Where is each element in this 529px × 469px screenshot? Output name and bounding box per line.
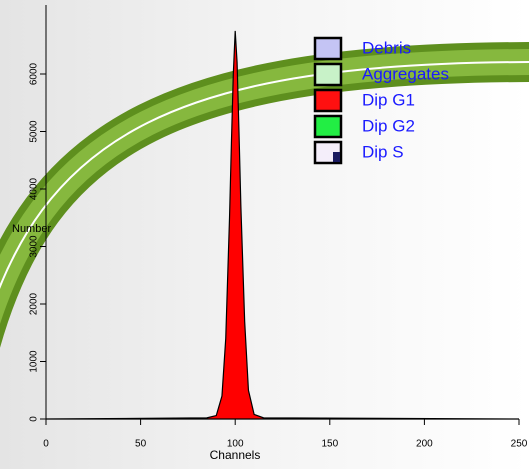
legend-label: Dip G2 xyxy=(362,116,415,135)
x-axis-label: Channels xyxy=(210,448,261,462)
x-tick-label: 50 xyxy=(135,439,147,450)
y-tick-label: 6000 xyxy=(29,62,40,85)
legend-label: Debris xyxy=(362,38,411,57)
decoration xyxy=(0,42,529,348)
legend-swatch-corner xyxy=(333,152,340,162)
y-tick-label: 4000 xyxy=(29,177,40,200)
legend-label: Dip S xyxy=(362,142,404,161)
legend-swatch xyxy=(313,36,343,61)
x-tick-label: 100 xyxy=(227,439,244,450)
y-tick-label: 2000 xyxy=(29,292,40,315)
y-tick-label: 5000 xyxy=(29,120,40,143)
x-tick-label: 200 xyxy=(416,439,433,450)
y-axis-label: Number xyxy=(12,223,51,235)
y-tick-label: 0 xyxy=(29,416,40,422)
legend-label: Dip G1 xyxy=(362,90,415,109)
legend-swatch xyxy=(313,62,343,87)
legend-label: Aggregates xyxy=(362,64,449,83)
x-tick-label: 0 xyxy=(43,439,49,450)
histogram-area xyxy=(45,30,520,420)
x-tick-label: 150 xyxy=(321,439,338,450)
y-tick-label: 1000 xyxy=(29,350,40,373)
legend-swatch xyxy=(313,88,343,113)
y-tick-label: 3000 xyxy=(29,235,40,258)
legend-swatch xyxy=(313,114,343,139)
x-tick-label: 250 xyxy=(511,439,528,450)
